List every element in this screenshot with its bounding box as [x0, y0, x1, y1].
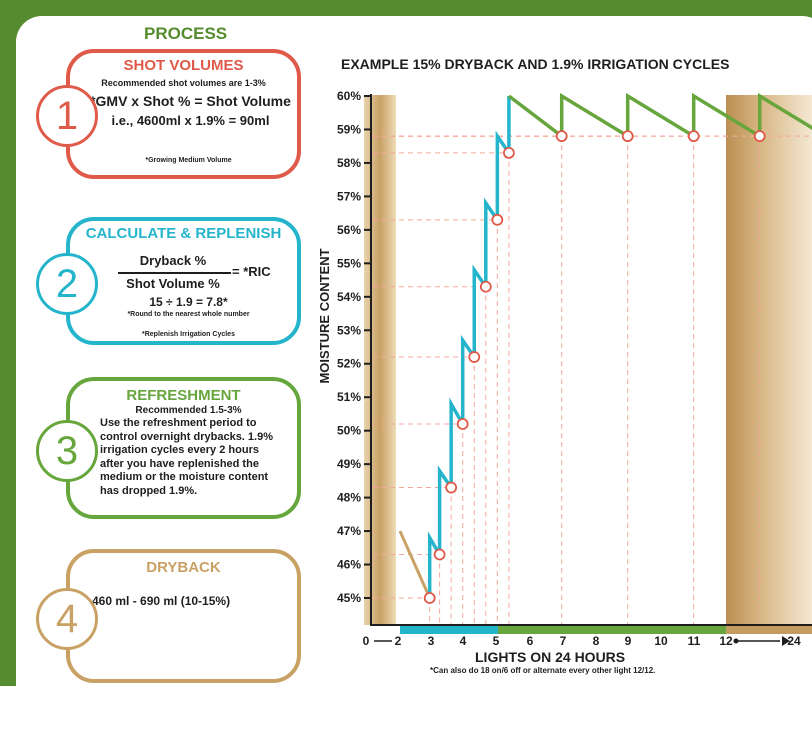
step-number-1: 1 — [36, 85, 98, 147]
step-note: *Round to the nearest whole number — [127, 311, 250, 318]
step-subtitle: Recommended 1.5-3% — [135, 405, 242, 416]
y-tick-label: 52% — [337, 357, 361, 371]
y-tick-label: 51% — [337, 390, 361, 404]
step-card-shot-volumes: SHOT VOLUMES Recommended shot volumes ar… — [66, 49, 301, 179]
body-line: has dropped 1.9%. — [100, 484, 198, 497]
step-text: Recommended shot volumes are 1-3% — [101, 78, 266, 88]
step-title: CALCULATE & REPLENISH — [85, 225, 282, 242]
body-line: irrigation cycles every 2 hours — [100, 444, 259, 457]
body-line: control overnight drybacks. 1.9% — [100, 430, 273, 443]
x-tick-label: 24 — [787, 634, 801, 648]
x-tick-label: 8 — [593, 634, 600, 648]
x-dot-icon — [733, 638, 739, 644]
step-body: Use the refreshment period to control ov… — [100, 417, 300, 499]
fraction-top: Dryback % — [139, 253, 207, 268]
x-tick-label: 4 — [460, 634, 467, 648]
step-card-dryback: DRYBACK 460 ml - 690 ml (10-15%) — [66, 549, 301, 683]
y-tick-label: 49% — [337, 457, 361, 471]
data-marker — [687, 130, 700, 143]
y-tick-label: 54% — [337, 290, 361, 304]
x-bar-refresh — [498, 626, 726, 634]
step-title: DRYBACK — [146, 559, 221, 576]
y-tick-label: 53% — [337, 323, 361, 337]
step-card-calculate-replenish: CALCULATE & REPLENISH Dryback % Shot Vol… — [66, 217, 301, 345]
y-tick-label: 58% — [337, 156, 361, 170]
data-marker — [456, 418, 469, 430]
data-marker — [621, 130, 634, 143]
x-tick-label: 7 — [560, 634, 567, 648]
y-tick-label: 60% — [337, 89, 361, 103]
step-number-2: 2 — [36, 253, 98, 315]
y-tick-label: 57% — [337, 189, 361, 203]
series-night-start — [398, 530, 432, 599]
step-text: 460 ml - 690 ml (10-15%) — [92, 594, 231, 608]
body-line: medium or the moisture content — [100, 471, 269, 484]
step-footnote: *Growing Medium Volume — [145, 157, 232, 164]
step-example: i.e., 4600ml x 1.9% = 90ml — [111, 113, 270, 128]
step-number-3: 3 — [36, 420, 98, 482]
x-tick-label: 6 — [527, 634, 534, 648]
x-tick-label: 5 — [493, 634, 500, 648]
data-marker — [753, 130, 766, 143]
y-tick-label: 45% — [337, 591, 361, 605]
y-tick-label: 59% — [337, 122, 361, 136]
moisture-chart: 45% 46% 47% 48% 49% 50% 51% 52% 53% 54% 55% 56% 57% 5… — [317, 89, 812, 648]
y-tick-label: 47% — [337, 524, 361, 538]
fraction-bottom: Shot Volume % — [126, 276, 220, 291]
fraction-line — [118, 272, 231, 274]
y-tick-label: 55% — [337, 256, 361, 270]
x-tick-label: 3 — [428, 634, 435, 648]
night-band-left — [364, 95, 396, 625]
data-marker — [502, 146, 515, 159]
x-tick-label: 10 — [654, 634, 668, 648]
data-marker — [479, 280, 492, 293]
night-band-right — [726, 95, 812, 625]
y-tick-label: 46% — [337, 558, 361, 572]
x-tick-label: 11 — [688, 634, 701, 648]
series-replenish — [427, 96, 511, 598]
step-example: 15 ÷ 1.9 = 7.8* — [149, 295, 228, 309]
step-footnote: *Replenish Irrigation Cycles — [142, 331, 235, 338]
body-line: after you have replenished the — [100, 457, 259, 470]
step-card-refreshment: REFRESHMENT Recommended 1.5-3% Use the r… — [66, 377, 301, 519]
x-axis-label: LIGHTS ON 24 HOURS — [475, 649, 626, 665]
data-marker — [445, 481, 458, 494]
body-line: Use the refreshment period to — [100, 417, 257, 429]
step-number-4: 4 — [36, 588, 98, 650]
x-tick-label: 0 — [363, 634, 370, 648]
step-title: REFRESHMENT — [126, 387, 241, 404]
y-tick-label: 50% — [337, 424, 361, 438]
y-tick-label: 48% — [337, 491, 361, 505]
x-tick-label: 9 — [625, 634, 632, 648]
x-tick-label: 12 — [719, 634, 733, 648]
step-formula: *GMV x Shot % = Shot Volume — [90, 93, 291, 109]
data-marker — [433, 548, 446, 561]
x-arrow-icon — [782, 636, 790, 646]
data-marker — [491, 213, 504, 226]
step-title: SHOT VOLUMES — [123, 57, 244, 74]
data-marker — [555, 130, 568, 143]
y-tick-label: 56% — [337, 223, 361, 237]
x-bar-replenish — [400, 626, 498, 634]
y-axis-label: MOISTURE CONTENT — [317, 248, 332, 383]
chart-title: EXAMPLE 15% DRYBACK AND 1.9% IRRIGATION … — [341, 56, 730, 72]
data-marker — [423, 592, 436, 604]
data-marker — [468, 351, 481, 363]
process-heading: PROCESS — [144, 24, 228, 43]
content-panel: PROCESS SHOT VOLUMES Recommended shot vo… — [16, 16, 812, 736]
x-tick-label: 2 — [395, 634, 402, 648]
x-bar-dryback — [726, 626, 812, 634]
chart-footnote: *Can also do 18 on/6 off or alternate ev… — [430, 666, 656, 675]
equals-ric: = *RIC — [232, 264, 271, 279]
